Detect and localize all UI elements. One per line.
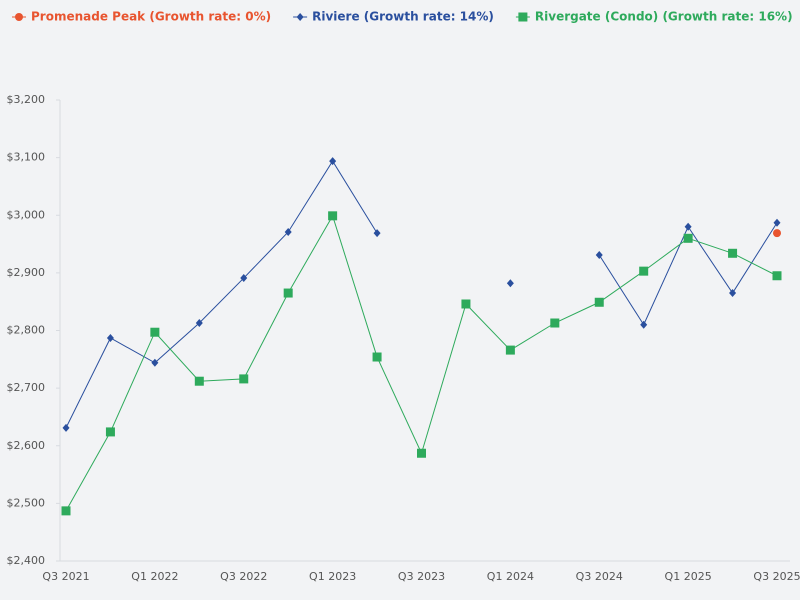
marker [772, 271, 782, 281]
marker [62, 423, 70, 432]
marker [728, 248, 738, 258]
legend-label: Rivergate (Condo) (Growth rate: 16%) [535, 10, 793, 24]
marker [150, 327, 160, 337]
x-tick-label: Q1 2024 [487, 570, 534, 583]
x-tick-label: Q3 2022 [220, 570, 267, 583]
series-line [65, 214, 778, 512]
marker [417, 448, 426, 458]
legend-marker [296, 13, 304, 21]
y-tick-label: $2,800 [7, 324, 46, 337]
marker [328, 211, 338, 221]
marker [239, 374, 249, 384]
y-tick-label: $2,700 [7, 381, 46, 394]
legend-label: Riviere (Growth rate: 14%) [312, 10, 494, 24]
x-tick-label: Q1 2022 [131, 570, 178, 583]
marker [373, 229, 381, 238]
y-tick-label: $3,100 [7, 151, 46, 164]
y-tick-label: $2,900 [7, 266, 46, 279]
x-tick-label: Q3 2025 [753, 570, 800, 583]
y-tick-label: $2,400 [7, 554, 46, 567]
x-tick-label: Q3 2021 [42, 570, 89, 583]
marker [283, 288, 293, 298]
y-tick-label: $2,600 [7, 439, 46, 452]
marker [505, 345, 515, 355]
series-line [65, 160, 378, 429]
marker [506, 279, 514, 288]
x-tick-label: Q3 2023 [398, 570, 445, 583]
marker [284, 227, 292, 236]
legend-label: Promenade Peak (Growth rate: 0%) [31, 10, 271, 24]
marker [729, 289, 737, 298]
marker [194, 376, 204, 386]
marker [61, 506, 71, 516]
marker [639, 266, 649, 276]
marker [329, 157, 337, 166]
marker [773, 229, 781, 238]
marker [195, 319, 203, 328]
marker [594, 297, 604, 307]
y-tick-label: $2,500 [7, 496, 46, 509]
marker [151, 358, 159, 367]
x-tick-label: Q1 2025 [665, 570, 712, 583]
marker [773, 218, 781, 227]
legend-marker [518, 12, 528, 22]
x-tick-label: Q1 2023 [309, 570, 356, 583]
y-tick-label: $3,200 [7, 93, 46, 106]
marker [372, 352, 382, 362]
x-tick-label: Q3 2024 [576, 570, 623, 583]
marker [640, 320, 648, 329]
marker [684, 222, 692, 231]
marker [240, 274, 248, 283]
marker [683, 233, 693, 243]
legend-marker [15, 13, 23, 21]
marker [105, 427, 115, 437]
marker [550, 318, 560, 328]
y-tick-label: $3,000 [7, 208, 46, 221]
marker [461, 299, 471, 309]
marker [106, 333, 114, 342]
marker [595, 251, 603, 260]
